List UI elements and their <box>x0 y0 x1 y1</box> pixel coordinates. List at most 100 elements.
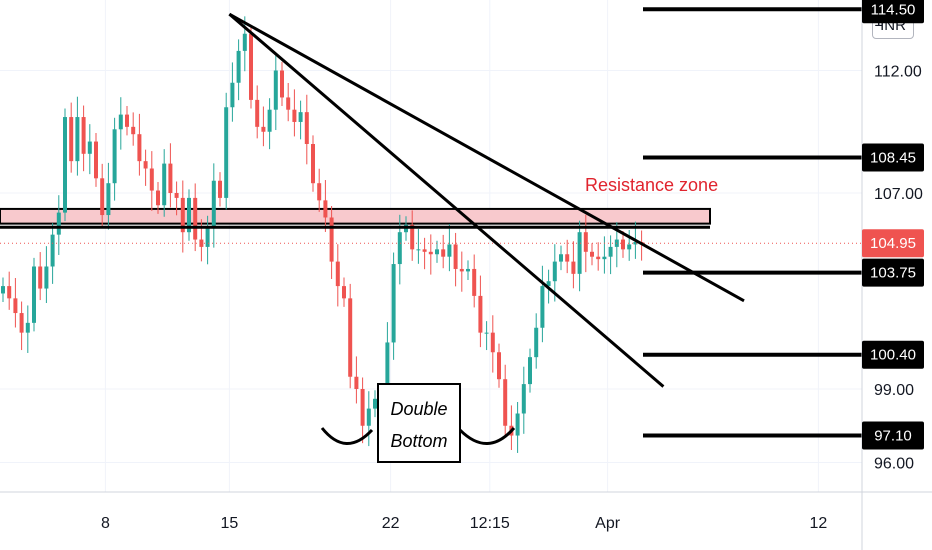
candle-body <box>137 134 142 162</box>
candle-body <box>422 249 427 252</box>
candle-body <box>106 183 111 216</box>
candle-body <box>56 212 61 235</box>
resistance-zone-layer: Resistance zone <box>0 175 718 225</box>
price-tick-label: 96.00 <box>874 456 914 473</box>
candle-body <box>459 268 464 272</box>
candle-body <box>552 261 557 282</box>
candle-body <box>596 256 601 260</box>
candle-body <box>75 117 80 162</box>
candle-body <box>416 249 421 251</box>
candle-body <box>348 298 353 377</box>
level-price-tag-label: 114.50 <box>871 1 916 18</box>
candle-body <box>391 264 396 343</box>
candle-body <box>621 239 625 250</box>
candle-body <box>608 246 613 257</box>
candle-body <box>441 249 446 257</box>
candle-body <box>87 141 92 154</box>
candle-body <box>342 286 346 299</box>
candle-body <box>577 232 582 274</box>
time-tick-label: 12 <box>810 515 828 532</box>
candle-body <box>267 109 272 132</box>
candle-body <box>521 384 526 414</box>
candle-body <box>273 70 278 110</box>
candle-body <box>447 244 452 257</box>
candle-body <box>571 261 576 274</box>
candle-body <box>298 112 303 122</box>
candle-body <box>559 254 563 262</box>
candle-body <box>627 244 632 250</box>
candle-body <box>118 114 123 130</box>
candle-body <box>515 413 520 436</box>
resistance-zone-label: Resistance zone <box>585 175 718 195</box>
candle-body <box>7 286 12 299</box>
level-price-tag <box>862 143 924 172</box>
time-tick-label: 22 <box>382 515 400 532</box>
candle-body <box>242 33 247 51</box>
annotation-line-1: Double <box>390 399 447 419</box>
candle-body <box>534 327 539 358</box>
candle-body <box>311 144 315 184</box>
last-price-tag-label: 104.95 <box>870 235 916 252</box>
candle-body <box>354 376 359 389</box>
level-price-tag-label: 97.10 <box>874 428 912 445</box>
candle-body <box>466 268 470 272</box>
candle-body <box>143 161 148 169</box>
candle-body <box>1 286 5 294</box>
candle-body <box>528 357 532 385</box>
candle-body <box>546 281 551 287</box>
candle-body <box>174 193 179 198</box>
candle-body <box>230 82 235 108</box>
candle-body <box>32 266 36 323</box>
candle-body <box>156 190 160 206</box>
candle-body <box>540 286 545 328</box>
candle-body <box>590 251 594 257</box>
time-tick-label: 15 <box>221 515 239 532</box>
candle-body <box>280 70 284 98</box>
level-price-tag <box>862 258 924 287</box>
trendline <box>228 12 745 303</box>
candle-body <box>100 178 105 216</box>
annotation-box <box>377 383 461 463</box>
candle-body <box>44 266 49 289</box>
candle-body <box>497 352 501 380</box>
candle-body <box>490 332 495 353</box>
candle-body <box>255 99 260 127</box>
price-tick-label: 107.00 <box>874 186 923 203</box>
candle-body <box>211 180 216 228</box>
candle-body <box>162 163 167 206</box>
candle-body <box>304 112 309 144</box>
candle-body <box>323 200 328 218</box>
trendline <box>228 13 665 388</box>
candle-body <box>366 408 371 426</box>
candle-body <box>13 298 18 314</box>
candle-body <box>410 224 415 250</box>
candle-body <box>236 50 241 83</box>
candle-body <box>633 242 638 245</box>
candle-body <box>583 232 588 252</box>
candle-body <box>187 197 191 233</box>
candle-body <box>218 180 222 198</box>
candle-body <box>94 141 98 179</box>
level-price-tag-label: 100.40 <box>870 347 916 364</box>
price-tags-layer: 114.50 108.45 103.75 100.40 97.10 104.95 <box>862 0 924 450</box>
candles-layer <box>1 16 644 453</box>
candle-body <box>249 33 253 100</box>
resistance-zone-box <box>0 207 711 225</box>
candle-body <box>397 232 402 265</box>
level-price-tag <box>862 421 924 450</box>
price-tick-label: 112.00 <box>874 64 922 81</box>
candle-body <box>205 227 210 247</box>
candle-body <box>69 117 74 162</box>
level-price-tag-label: 108.45 <box>870 149 916 166</box>
candle-body <box>25 322 30 333</box>
candle-body <box>360 389 365 426</box>
candle-body <box>478 295 483 333</box>
candle-body <box>373 398 377 409</box>
price-tick-label: 99.00 <box>874 382 914 399</box>
bottom-arc-right <box>458 427 516 445</box>
candle-body <box>292 109 297 122</box>
candle-body <box>453 244 458 269</box>
candle-body <box>317 183 322 201</box>
candle-body <box>428 251 433 255</box>
